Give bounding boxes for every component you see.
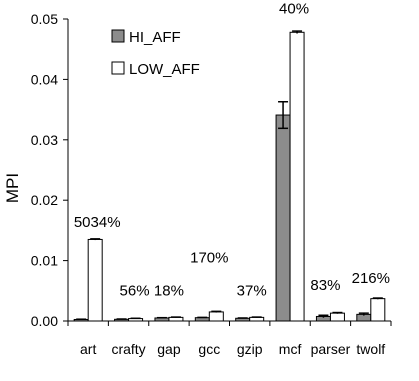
y-tick-label: 0.01 <box>31 253 58 269</box>
x-tick-label: parser <box>311 341 351 357</box>
x-tick-label: gap <box>157 341 181 357</box>
bar-annotation: 37% <box>237 283 267 300</box>
legend-swatch-low-aff <box>111 61 125 75</box>
bar-annotation: 216% <box>352 270 390 287</box>
bar-annotation: 5034% <box>74 214 121 231</box>
bar-low-aff <box>370 298 386 322</box>
bar-annotation: 40% <box>279 1 309 18</box>
legend-label: HI_AFF <box>129 29 181 46</box>
x-axis: art crafty gap gcc gzip mcf parser twolf <box>67 320 392 357</box>
y-axis-label: MPI <box>3 173 22 203</box>
bar-low-aff <box>208 311 224 322</box>
y-tick-label: 0.00 <box>31 313 58 329</box>
bar-annotation: 18% <box>154 283 184 300</box>
bar-hi-aff <box>194 317 210 322</box>
x-tick-label: mcf <box>279 341 302 357</box>
bar-low-aff <box>329 312 345 322</box>
x-tick-label: art <box>80 341 96 357</box>
legend: HI_AFF LOW_AFF <box>111 29 200 78</box>
y-tick-label: 0.02 <box>31 192 58 208</box>
bar-hi-aff <box>154 317 170 322</box>
x-tick-label: crafty <box>111 341 145 357</box>
bar-low-aff <box>289 31 305 322</box>
bar-low-aff <box>168 316 184 322</box>
bar-hi-aff <box>275 114 291 322</box>
legend-swatch-hi-aff <box>111 29 125 43</box>
x-tick-label: twolf <box>356 341 385 357</box>
bar-annotation: 83% <box>310 277 340 294</box>
y-tick-label: 0.05 <box>31 11 58 27</box>
x-tick-label: gcc <box>198 341 220 357</box>
bar-low-aff <box>249 316 265 322</box>
legend-label: LOW_AFF <box>129 61 200 78</box>
bar-annotation: 170% <box>190 249 228 266</box>
bar-series <box>73 30 386 322</box>
bar-annotations: 5034% 56% 18% 170% 37% 40% 83% 216% <box>74 1 390 300</box>
y-axis: 0.00 0.01 0.02 0.03 0.04 0.05 <box>31 11 69 329</box>
x-tick-label: gzip <box>237 341 263 357</box>
bar-low-aff <box>87 238 103 322</box>
y-tick-label: 0.03 <box>31 132 58 148</box>
bar-annotation: 56% <box>120 283 150 300</box>
y-tick-label: 0.04 <box>31 71 58 87</box>
